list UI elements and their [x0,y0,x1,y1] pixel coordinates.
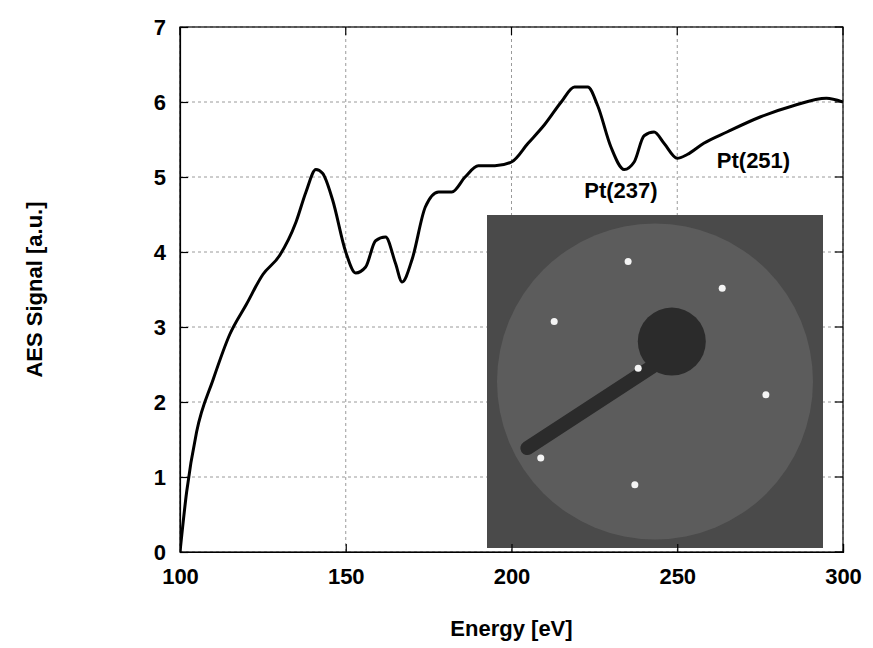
tick-label: 150 [328,564,365,589]
tick: 200 [494,544,531,589]
tick-mark [511,544,512,552]
tick-mark [180,177,188,178]
tick: 4 [154,240,188,265]
inset-spot [635,365,642,372]
tick-mark [843,544,844,552]
tick: 3 [154,315,188,340]
axis-line [181,28,189,553]
tick-mark [180,102,188,103]
y-axis: 0 1 2 3 4 5 6 7 [154,15,188,565]
grid-line [345,27,346,552]
tick-mark [835,476,843,477]
tick-label: 6 [154,90,166,115]
tick: 2 [154,390,188,415]
tick-label: 7 [154,15,166,40]
tick: 150 [328,544,365,589]
tick-mark [180,552,188,553]
inset-spot [537,455,544,462]
plot: 100 150 200 250 300 0 1 2 3 4 5 6 7 Pt(237) Pt(251) [154,15,862,589]
inset-holder [527,365,655,448]
tick-label: 100 [162,564,199,589]
grid-line [180,102,843,103]
tick-label: 5 [154,165,166,190]
tick: 0 [154,540,188,565]
tick-mark [677,27,678,35]
tick-label: 3 [154,315,166,340]
y-axis-title: AES Signal [a.u.] [22,201,47,377]
tick-label: 200 [494,564,531,589]
tick-mark [345,27,346,35]
inset-spot [719,285,726,292]
tick: 250 [659,544,696,589]
tick-mark [835,251,843,252]
tick-mark [835,401,843,402]
tick-label: 300 [825,564,862,589]
inset-screen [497,224,813,540]
tick-mark [180,477,188,478]
tick: 5 [154,165,188,190]
tick-mark [835,551,843,552]
x-axis-title: Energy [eV] [450,616,572,641]
tick-label: 4 [154,240,167,265]
tick-mark [180,252,188,253]
tick-mark [842,27,843,35]
x-axis: 100 150 200 250 300 [162,544,862,589]
tick-mark [179,27,180,35]
inset-background [487,215,823,548]
inset-spot [762,391,769,398]
inset-gun [638,308,706,376]
tick: 7 [154,15,188,40]
tick-mark [835,326,843,327]
inset-spot [625,258,632,265]
inset-spot [631,481,638,488]
inset-spot [551,318,558,325]
tick: 6 [154,90,188,115]
leed-inset [487,215,823,548]
grid [180,27,843,552]
tick-mark [835,26,843,27]
tick-mark [180,402,188,403]
grid-line [180,177,843,178]
axis-line [181,544,844,553]
tick-mark [346,544,347,552]
tick-label: 2 [154,390,166,415]
tick-mark [677,544,678,552]
tick-mark [180,327,188,328]
tick-mark [835,176,843,177]
annotation: Pt(251) [717,148,790,173]
tick-mark [835,101,843,102]
tick: 1 [154,465,188,490]
annotation: Pt(237) [584,178,657,203]
plot-frame [180,27,843,552]
series [180,87,843,552]
tick: 300 [825,544,862,589]
tick-label: 0 [154,540,166,565]
tick-label: 250 [659,564,696,589]
tick-label: 1 [154,465,166,490]
chart: 100 150 200 250 300 0 1 2 3 4 5 6 7 Pt(237) Pt(251) Ene… [0,0,873,648]
data-line [180,87,843,552]
tick-mark [180,27,188,28]
tick-mark [511,27,512,35]
